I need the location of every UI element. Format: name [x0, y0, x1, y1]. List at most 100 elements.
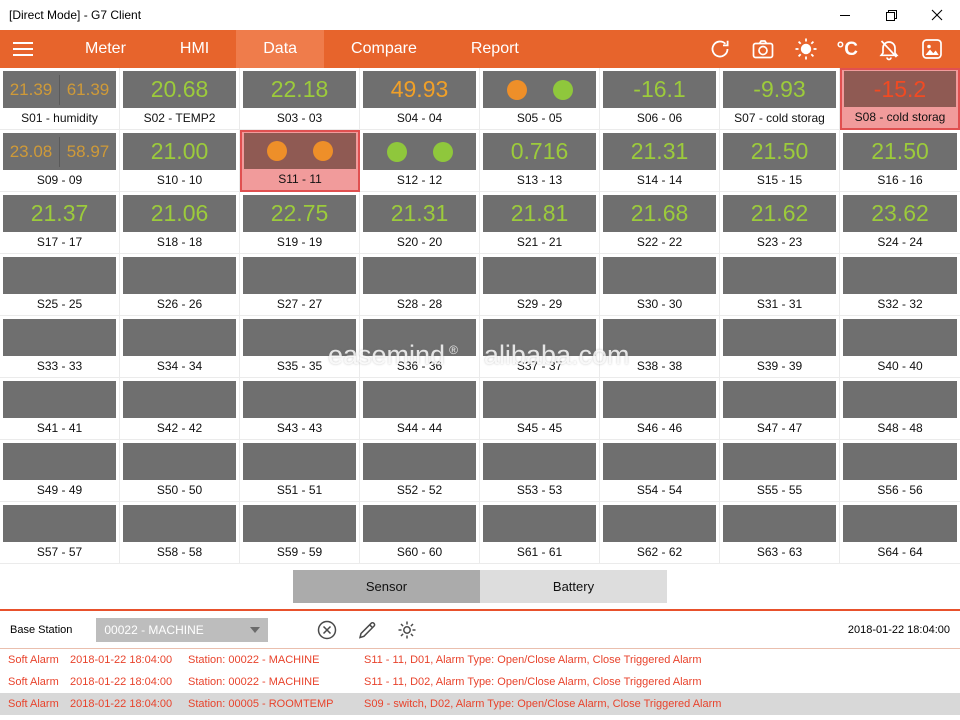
sensor-cell-s37[interactable]: S37 - 37	[480, 316, 600, 378]
sensor-cell-s29[interactable]: S29 - 29	[480, 254, 600, 316]
menu-icon[interactable]	[0, 30, 46, 68]
sensor-cell-s20[interactable]: 21.31 S20 - 20	[360, 192, 480, 254]
temperature-unit-icon[interactable]: °C	[836, 38, 858, 60]
sensor-cell-s31[interactable]: S31 - 31	[720, 254, 840, 316]
sensor-tile[interactable]	[603, 443, 716, 480]
sensor-cell-s16[interactable]: 21.50 S16 - 16	[840, 130, 960, 192]
sensor-tile[interactable]: 21.68	[603, 195, 716, 232]
sensor-cell-s12[interactable]: S12 - 12	[360, 130, 480, 192]
sensor-cell-s42[interactable]: S42 - 42	[120, 378, 240, 440]
sensor-tile[interactable]: 21.62	[723, 195, 836, 232]
sensor-cell-s39[interactable]: S39 - 39	[720, 316, 840, 378]
sensor-tile[interactable]	[483, 443, 596, 480]
sensor-cell-s44[interactable]: S44 - 44	[360, 378, 480, 440]
sensor-tile[interactable]	[3, 257, 116, 294]
sensor-tile[interactable]	[243, 505, 356, 542]
sensor-tile[interactable]: 21.39 61.39	[3, 71, 116, 108]
sensor-cell-s56[interactable]: S56 - 56	[840, 440, 960, 502]
sensor-cell-s41[interactable]: S41 - 41	[0, 378, 120, 440]
sensor-cell-s52[interactable]: S52 - 52	[360, 440, 480, 502]
sensor-tile[interactable]	[483, 505, 596, 542]
clear-alarms-icon[interactable]	[316, 619, 338, 641]
sensor-tile[interactable]	[3, 381, 116, 418]
brightness-icon[interactable]	[794, 37, 818, 61]
sensor-cell-s43[interactable]: S43 - 43	[240, 378, 360, 440]
sensor-cell-s17[interactable]: 21.37 S17 - 17	[0, 192, 120, 254]
tab-hmi[interactable]: HMI	[179, 40, 210, 57]
sensor-tile[interactable]	[603, 381, 716, 418]
sensor-cell-s11[interactable]: S11 - 11	[240, 130, 360, 192]
sensor-cell-s19[interactable]: 22.75 S19 - 19	[240, 192, 360, 254]
sensor-tile[interactable]: 21.50	[723, 133, 836, 170]
sensor-tile[interactable]	[843, 319, 957, 356]
alarm-row[interactable]: Soft Alarm 2018-01-22 18:04:00 Station: 00…	[0, 693, 960, 715]
sensor-tile[interactable]	[843, 505, 957, 542]
sensor-tile[interactable]: 20.68	[123, 71, 236, 108]
sensor-cell-s50[interactable]: S50 - 50	[120, 440, 240, 502]
alarm-bell-icon[interactable]	[877, 37, 901, 61]
sensor-cell-s62[interactable]: S62 - 62	[600, 502, 720, 564]
sensor-cell-s07[interactable]: -9.93 S07 - cold storag	[720, 68, 840, 130]
sensor-tile[interactable]	[123, 505, 236, 542]
sensor-cell-s30[interactable]: S30 - 30	[600, 254, 720, 316]
maximize-restore-button[interactable]	[868, 0, 914, 30]
sensor-tile[interactable]: 21.00	[123, 133, 236, 170]
sensor-tile[interactable]	[723, 505, 836, 542]
sensor-cell-s55[interactable]: S55 - 55	[720, 440, 840, 502]
sensor-cell-s22[interactable]: 21.68 S22 - 22	[600, 192, 720, 254]
sensor-cell-s54[interactable]: S54 - 54	[600, 440, 720, 502]
sensor-cell-s32[interactable]: S32 - 32	[840, 254, 960, 316]
sensor-tile[interactable]: 23.08 58.97	[3, 133, 116, 170]
sensor-cell-s34[interactable]: S34 - 34	[120, 316, 240, 378]
tab-data[interactable]: Data	[236, 30, 325, 68]
sensor-tab-button[interactable]: Sensor	[293, 570, 480, 603]
minimize-button[interactable]	[822, 0, 868, 30]
sensor-cell-s06[interactable]: -16.1 S06 - 06	[600, 68, 720, 130]
sensor-cell-s03[interactable]: 22.18 S03 - 03	[240, 68, 360, 130]
sensor-tile[interactable]: 22.18	[243, 71, 356, 108]
sensor-tile[interactable]	[723, 257, 836, 294]
sensor-tile[interactable]	[3, 443, 116, 480]
sensor-cell-s01[interactable]: 21.39 61.39 S01 - humidity	[0, 68, 120, 130]
sensor-cell-s02[interactable]: 20.68 S02 - TEMP2	[120, 68, 240, 130]
sensor-tile[interactable]	[723, 381, 836, 418]
sync-icon[interactable]	[708, 37, 732, 61]
sensor-tile[interactable]	[363, 443, 476, 480]
sensor-cell-s09[interactable]: 23.08 58.97 S09 - 09	[0, 130, 120, 192]
battery-tab-button[interactable]: Battery	[480, 570, 667, 603]
sensor-cell-s35[interactable]: S35 - 35	[240, 316, 360, 378]
sensor-tile[interactable]	[483, 257, 596, 294]
sensor-tile[interactable]	[3, 505, 116, 542]
sensor-cell-s08[interactable]: -15.2 S08 - cold storag	[840, 68, 960, 130]
sensor-tile[interactable]: 21.81	[483, 195, 596, 232]
sensor-cell-s59[interactable]: S59 - 59	[240, 502, 360, 564]
sensor-tile[interactable]: 49.93	[363, 71, 476, 108]
sensor-cell-s18[interactable]: 21.06 S18 - 18	[120, 192, 240, 254]
sensor-tile[interactable]	[843, 257, 957, 294]
sensor-cell-s25[interactable]: S25 - 25	[0, 254, 120, 316]
sensor-cell-s48[interactable]: S48 - 48	[840, 378, 960, 440]
sensor-tile[interactable]	[123, 381, 236, 418]
sensor-tile[interactable]	[483, 319, 596, 356]
tab-report[interactable]: Report	[470, 40, 519, 57]
sensor-tile[interactable]	[723, 319, 836, 356]
sensor-tile[interactable]	[843, 381, 957, 418]
sensor-cell-s45[interactable]: S45 - 45	[480, 378, 600, 440]
sensor-cell-s10[interactable]: 21.00 S10 - 10	[120, 130, 240, 192]
sensor-tile[interactable]	[123, 443, 236, 480]
sensor-cell-s27[interactable]: S27 - 27	[240, 254, 360, 316]
sensor-tile[interactable]: -15.2	[844, 71, 956, 107]
sensor-tile[interactable]	[363, 257, 476, 294]
sensor-cell-s28[interactable]: S28 - 28	[360, 254, 480, 316]
sensor-tile[interactable]: -9.93	[723, 71, 836, 108]
sensor-tile[interactable]	[723, 443, 836, 480]
sensor-tile[interactable]: 21.31	[603, 133, 716, 170]
sensor-cell-s63[interactable]: S63 - 63	[720, 502, 840, 564]
sensor-tile[interactable]	[483, 71, 596, 108]
sensor-cell-s23[interactable]: 21.62 S23 - 23	[720, 192, 840, 254]
sensor-tile[interactable]: 21.37	[3, 195, 116, 232]
camera-icon[interactable]	[751, 37, 775, 61]
sensor-tile[interactable]	[603, 257, 716, 294]
sensor-tile[interactable]	[363, 319, 476, 356]
sensor-tile[interactable]	[483, 381, 596, 418]
